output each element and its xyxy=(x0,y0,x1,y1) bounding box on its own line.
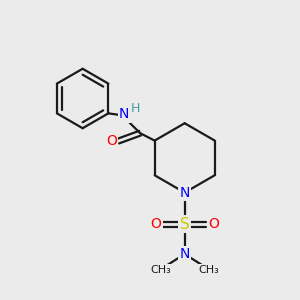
Text: N: N xyxy=(179,186,190,200)
Text: O: O xyxy=(208,217,219,231)
Text: CH₃: CH₃ xyxy=(151,265,171,275)
Text: S: S xyxy=(180,217,190,232)
Text: H: H xyxy=(130,102,140,115)
Text: N: N xyxy=(179,247,190,261)
Text: CH₃: CH₃ xyxy=(198,265,219,275)
Text: O: O xyxy=(106,134,117,148)
Text: N: N xyxy=(119,107,129,121)
Text: O: O xyxy=(151,217,161,231)
